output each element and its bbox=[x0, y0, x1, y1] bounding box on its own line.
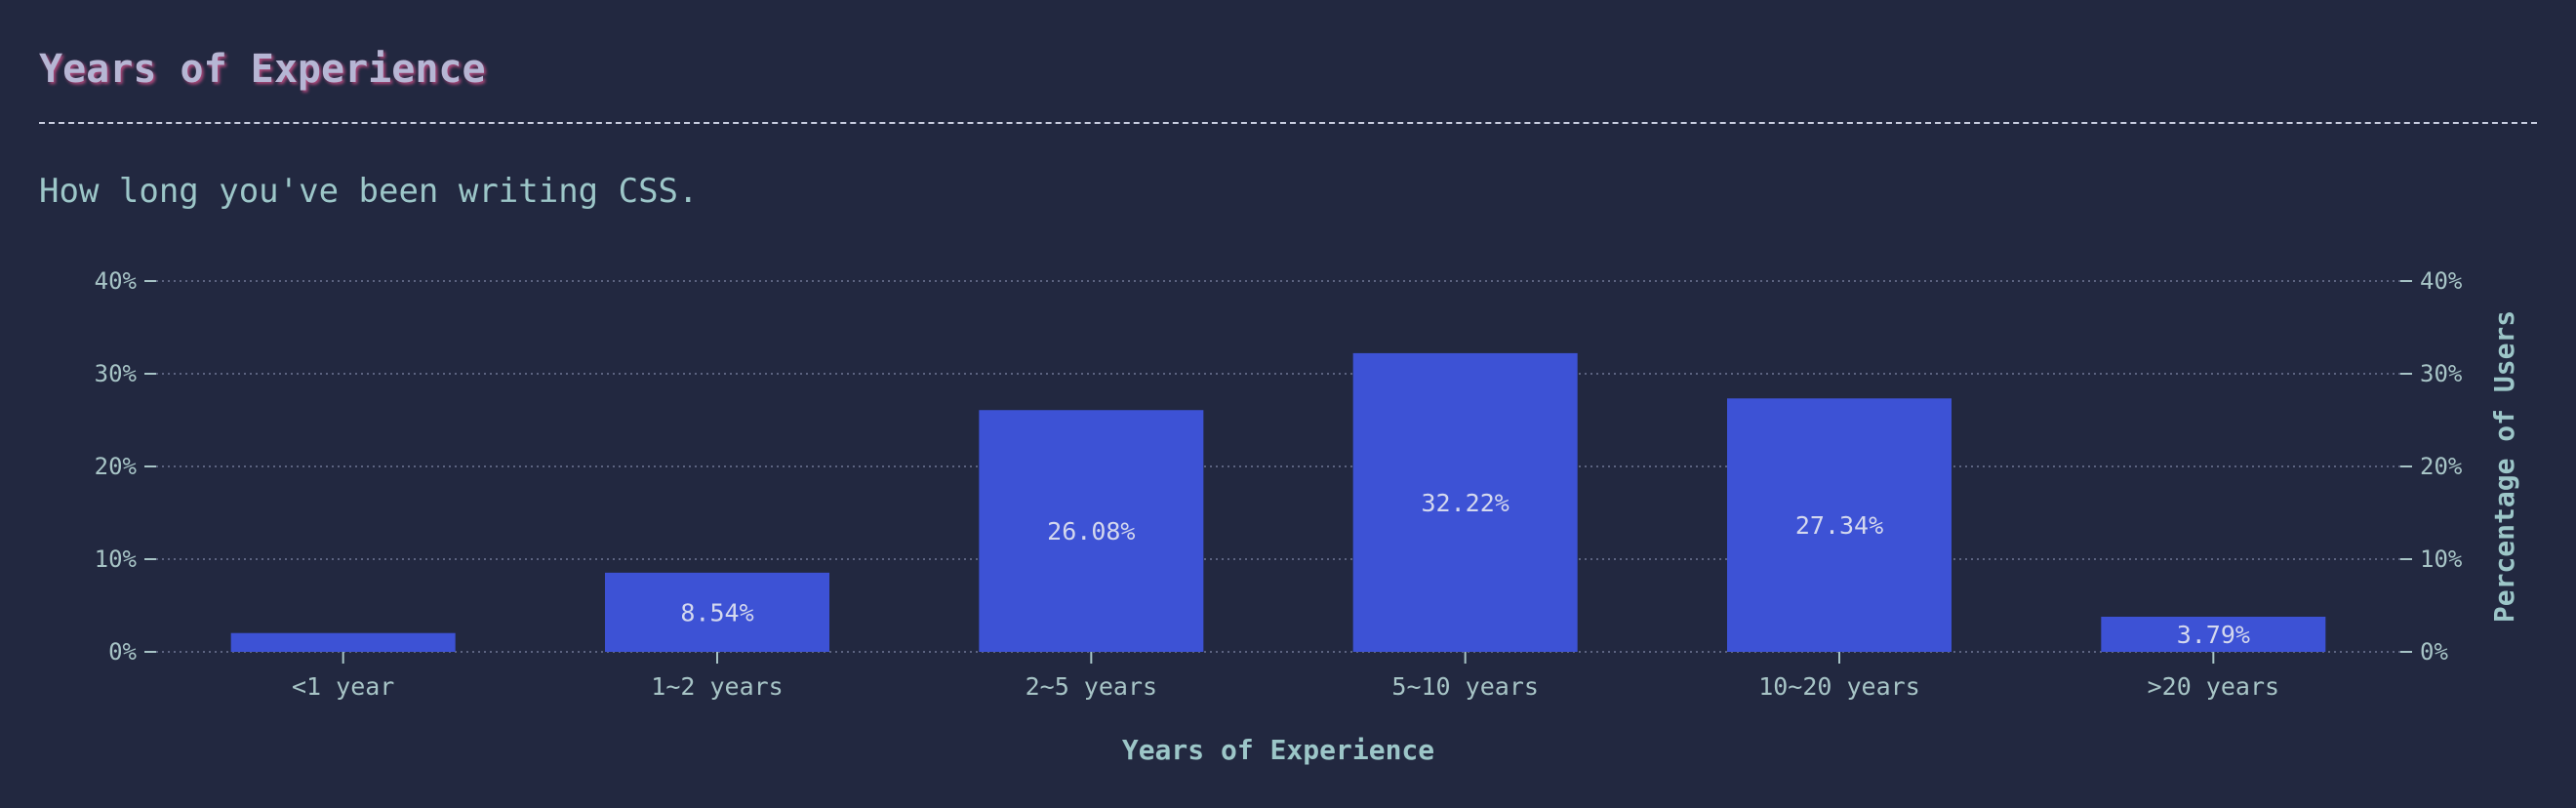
bar bbox=[1727, 398, 1952, 652]
bar bbox=[605, 572, 829, 652]
right-tick-label: 20% bbox=[2420, 453, 2463, 480]
bar-data-label: 26.08% bbox=[1047, 517, 1135, 545]
right-y-axis: 0% 10% 20% 30% 40% bbox=[2400, 267, 2463, 666]
x-tick-label: 10~20 years bbox=[1758, 672, 1920, 701]
x-tick-label: 1~2 years bbox=[651, 672, 783, 701]
x-tick-label: 2~5 years bbox=[1026, 672, 1157, 701]
bar-data-label: 3.79% bbox=[2177, 621, 2250, 649]
bars: 8.54% 26.08% 32.22% 27.34% 3.79% bbox=[230, 352, 2326, 652]
x-tick-label: <1 year bbox=[292, 672, 394, 701]
bar-data-label: 27.34% bbox=[1795, 511, 1883, 540]
title-divider bbox=[39, 122, 2537, 124]
left-tick-label: 0% bbox=[108, 638, 137, 666]
left-tick-label: 30% bbox=[95, 360, 138, 387]
x-tick-label: 5~10 years bbox=[1391, 672, 1539, 701]
x-axis-title: Years of Experience bbox=[1122, 734, 1434, 766]
bar-data-label: 32.22% bbox=[1422, 489, 1509, 517]
left-tick-label: 20% bbox=[95, 453, 138, 480]
x-axis: <1 year 1~2 years 2~5 years 5~10 years 10~20… bbox=[292, 652, 2279, 701]
chart-title: Years of Experience bbox=[39, 47, 486, 92]
chart-subtitle: How long you've been writing CSS. bbox=[39, 172, 699, 211]
left-tick-label: 40% bbox=[95, 267, 138, 295]
y-axis-title: Percentage of Users bbox=[2488, 310, 2520, 623]
bar bbox=[979, 410, 1204, 652]
right-tick-label: 0% bbox=[2420, 638, 2448, 666]
left-y-axis: 0% 10% 20% 30% 40% bbox=[95, 267, 156, 666]
bar bbox=[1352, 352, 1578, 652]
bar bbox=[230, 632, 456, 652]
x-tick-label: >20 years bbox=[2148, 672, 2279, 701]
grid-lines bbox=[156, 280, 2400, 653]
bar bbox=[2101, 616, 2326, 652]
right-tick-label: 30% bbox=[2420, 360, 2463, 387]
right-tick-label: 10% bbox=[2420, 545, 2463, 573]
left-tick-label: 10% bbox=[95, 545, 138, 573]
right-tick-label: 40% bbox=[2420, 267, 2463, 295]
bar-data-label: 8.54% bbox=[680, 598, 753, 626]
